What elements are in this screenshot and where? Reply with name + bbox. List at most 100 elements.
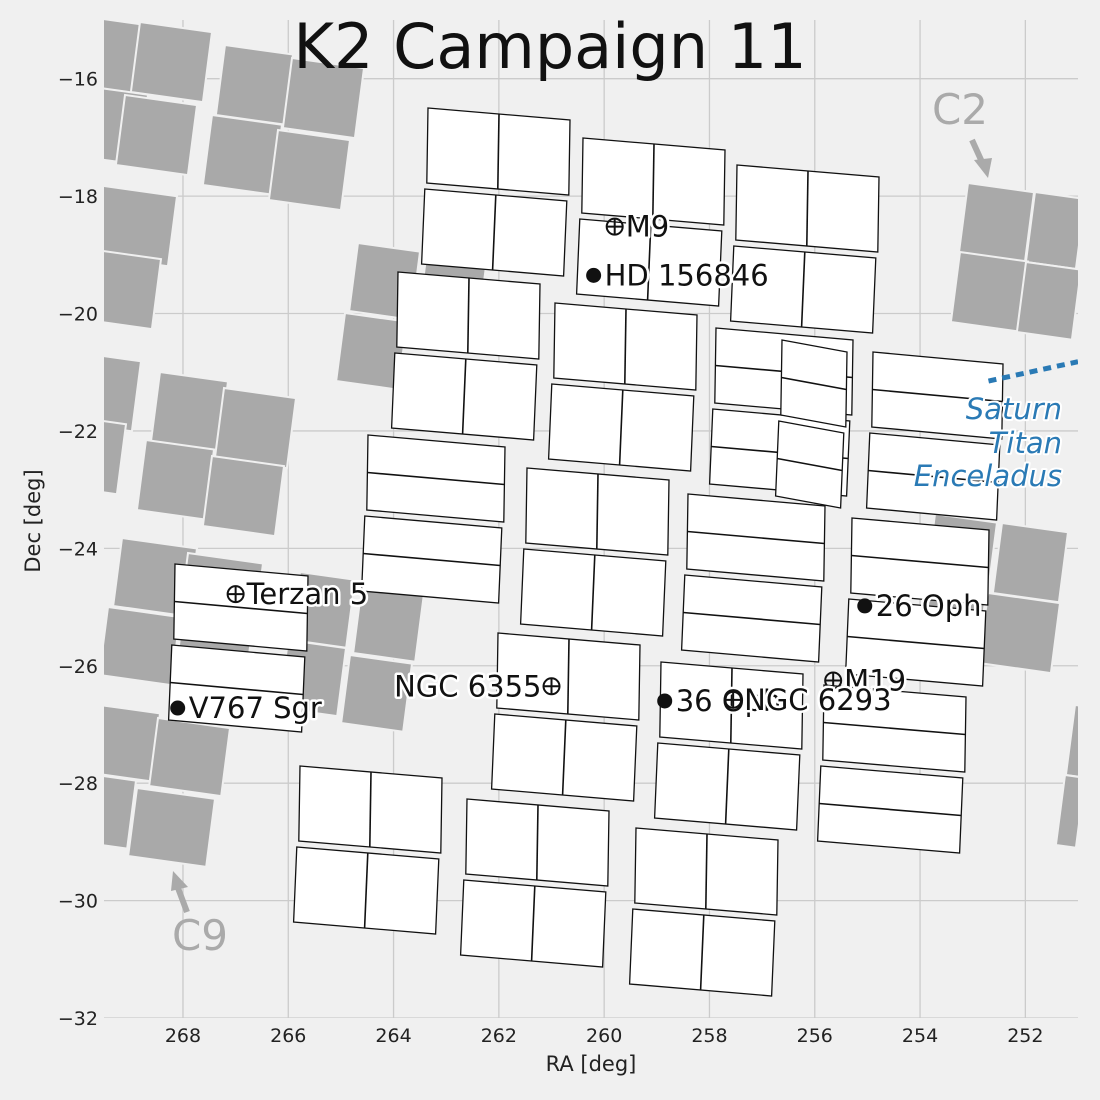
- target-26-oph: 26 Oph: [857, 586, 984, 625]
- ccd-module: [575, 218, 723, 307]
- target-label: V767 Sgr: [189, 691, 322, 725]
- outer-ccd-channel: [104, 420, 128, 496]
- star-marker: [657, 693, 673, 709]
- ccd-channel-divider: [567, 638, 570, 715]
- ccd-module: [581, 137, 726, 226]
- ccd-module: [686, 493, 826, 582]
- ccd-module: [519, 548, 667, 637]
- ccd-channel-divider: [497, 113, 500, 190]
- ccd-channel-divider: [646, 224, 652, 301]
- x-tick-label: 258: [691, 1025, 727, 1047]
- ccd-channel-divider: [596, 473, 599, 550]
- planet-label-enceladus: Enceladus: [914, 459, 1062, 493]
- ccd-module: [292, 846, 440, 935]
- ccd-module: [816, 765, 964, 854]
- campaign-label-c2: C2: [932, 85, 988, 134]
- outer-ccd-channel: [127, 786, 217, 869]
- outer-ccd-channel: [201, 454, 286, 538]
- ccd-channel-divider: [369, 771, 372, 848]
- planet-label-saturn: Saturn: [966, 392, 1062, 426]
- ccd-channel-divider: [624, 308, 627, 385]
- ccd-channel-divider: [823, 721, 966, 736]
- outer-ccd-channel: [214, 43, 295, 126]
- x-axis-label: RA [deg]: [546, 1052, 637, 1076]
- ccd-module: [490, 713, 638, 802]
- ccd-module: [780, 339, 848, 428]
- ccd-module: [496, 632, 641, 721]
- y-tick-labels: −16 −18 −20 −22 −24 −26 −28 −30 −32: [58, 69, 98, 1030]
- x-tick-label: 268: [165, 1025, 201, 1047]
- target-label: Terzan 5: [246, 577, 369, 611]
- ccd-channel-divider: [683, 611, 821, 626]
- outer-ccd-channel: [267, 128, 352, 212]
- target-hd-156846: HD 156846: [586, 256, 771, 295]
- ccd-channel-divider: [367, 471, 505, 486]
- x-tick-label: 256: [797, 1025, 833, 1047]
- target-label: M9: [626, 210, 669, 244]
- ccd-module: [634, 827, 779, 916]
- planet-label-titan: Titan: [989, 426, 1062, 460]
- outer-ccd-channel: [991, 521, 1070, 604]
- ccd-channel-divider: [872, 388, 1003, 403]
- target-label: NGC 6355: [394, 669, 541, 703]
- ccd-channel-divider: [467, 277, 470, 354]
- outer-ccd-channel: [213, 386, 298, 470]
- star-marker: [586, 267, 602, 283]
- ccd-channel-divider: [851, 554, 989, 569]
- ccd-module: [729, 245, 877, 334]
- y-tick-label: −18: [58, 186, 98, 208]
- ccd-module: [628, 908, 776, 997]
- ccd-channel-divider: [687, 530, 825, 545]
- y-tick-label: −26: [58, 656, 98, 678]
- target-36-oph: 36 Oph: [657, 681, 784, 720]
- ccd-module: [865, 432, 1001, 521]
- outer-ccd-channel: [104, 355, 143, 433]
- ccd-module: [735, 164, 880, 253]
- ccd-module: [465, 798, 610, 887]
- ccd-channel-divider: [652, 143, 655, 220]
- ccd-channel-divider: [618, 389, 624, 466]
- ccd-module: [553, 302, 698, 391]
- outer-ccd-channel: [148, 716, 232, 798]
- y-tick-label: −32: [58, 1008, 98, 1030]
- y-tick-label: −30: [58, 891, 98, 913]
- ccd-channel-divider: [847, 635, 985, 650]
- ccd-channel-divider: [781, 376, 847, 391]
- outer-ccd-channel: [135, 438, 216, 521]
- ccd-channel-divider: [363, 852, 369, 929]
- outer-ccd-channel: [1064, 703, 1078, 778]
- ccd-module: [298, 765, 443, 854]
- ccd-module: [659, 661, 804, 750]
- outer-ccd-channel: [104, 775, 138, 850]
- ccd-channel-divider: [806, 170, 809, 247]
- ccd-channel-divider: [536, 804, 539, 881]
- ccd-channel-divider: [868, 469, 999, 484]
- ccd-module: [850, 517, 990, 606]
- outer-ccd-channel: [104, 250, 163, 331]
- planet-track: [987, 359, 1078, 384]
- ccd-channel-divider: [730, 667, 733, 744]
- ccd-channel-divider: [561, 719, 567, 796]
- ccd-channel-divider: [590, 554, 596, 631]
- ccd-channel-divider: [491, 194, 497, 271]
- ccd-module: [822, 684, 967, 773]
- y-tick-label: −20: [58, 304, 98, 326]
- y-axis-label: Dec [deg]: [21, 469, 45, 572]
- ccd-module: [871, 351, 1004, 440]
- ccd-module: [680, 574, 823, 663]
- outer-ccd-channel: [104, 184, 179, 268]
- ccd-channel-divider: [699, 914, 705, 991]
- target-m9: M9: [605, 207, 672, 246]
- ccd-module: [844, 598, 987, 687]
- target-terzan-5: Terzan 5: [226, 575, 371, 614]
- outer-ccd-channel: [129, 20, 214, 104]
- ccd-channel-divider: [170, 681, 304, 696]
- outer-ccd-channel: [1015, 260, 1078, 341]
- ccd-channel-divider: [174, 600, 308, 615]
- target-markers: M9 HD 156846 Terzan 5 26 Oph M19 NGC 6355 36 O…: [170, 207, 984, 728]
- ccd-module: [459, 879, 607, 968]
- ccd-module: [167, 644, 306, 733]
- x-tick-labels: 268 266 264 262 260 258 256 254 252: [165, 1025, 1044, 1047]
- outer-ccd-channel: [1054, 773, 1078, 849]
